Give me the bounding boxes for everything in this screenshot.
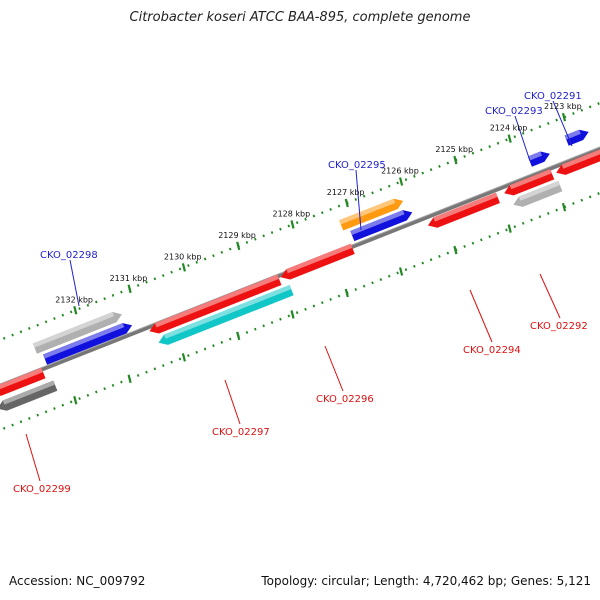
gene-cko-02299[interactable] xyxy=(0,380,58,411)
major-tick xyxy=(127,374,132,384)
gene-cko-02293-red[interactable] xyxy=(504,169,555,196)
gene-label[interactable]: CKO_02295 xyxy=(328,160,386,171)
major-tick xyxy=(236,241,241,251)
gene-cko-02294-red-bevel xyxy=(433,192,498,222)
major-tick xyxy=(561,202,567,212)
leader-line xyxy=(539,273,561,319)
major-tick xyxy=(453,245,458,255)
kbp-label: 2123 kbp xyxy=(544,102,582,111)
kbp-label: 2128 kbp xyxy=(273,209,311,218)
gene-cko-02297-red-bevel xyxy=(154,274,280,328)
upper-tick-line xyxy=(0,101,600,342)
kbp-label: 2125 kbp xyxy=(435,145,473,154)
leader-line xyxy=(69,259,80,307)
gene-cko-02299-red-bevel xyxy=(0,368,44,390)
gene-label[interactable]: CKO_02291 xyxy=(524,91,582,102)
kbp-label: 2126 kbp xyxy=(381,167,419,176)
gene-cko-02295-orange[interactable] xyxy=(339,198,404,231)
accession-text: Accession: NC_009792 xyxy=(9,574,146,588)
kbp-label: 2129 kbp xyxy=(218,231,256,240)
gene-cko-02293-bevel xyxy=(527,151,543,161)
leader-line xyxy=(324,345,344,392)
major-tick xyxy=(453,155,458,165)
leader-line xyxy=(224,379,241,425)
gene-label[interactable]: CKO_02293 xyxy=(485,106,543,117)
gene-label[interactable]: CKO_02292 xyxy=(530,321,588,332)
gene-layer[interactable] xyxy=(0,129,600,411)
major-tick xyxy=(290,310,295,319)
leader-line xyxy=(25,433,41,482)
tick-layer xyxy=(0,101,600,432)
gene-cko-02299-red[interactable] xyxy=(0,368,46,396)
gene-label[interactable]: CKO_02298 xyxy=(40,250,98,261)
kbp-label: 2131 kbp xyxy=(110,274,148,283)
gene-label[interactable]: CKO_02296 xyxy=(316,394,374,405)
label-leaders xyxy=(25,100,573,482)
kbp-label: 2132 kbp xyxy=(55,295,93,304)
gene-cko-02295[interactable] xyxy=(350,210,413,242)
leader-line xyxy=(469,289,493,343)
lower-tick-line xyxy=(0,191,600,432)
gene-cko-02297-bevel xyxy=(164,285,292,339)
kbp-labels: 2123 kbp 2124 kbp 2125 kbp 2126 kbp 2127 kbp… xyxy=(55,102,581,304)
major-tick xyxy=(399,267,404,276)
major-tick xyxy=(73,306,78,315)
gene-cko-02299-bevel xyxy=(2,380,55,405)
gene-cko-02295-bevel xyxy=(350,210,405,236)
gene-cko-02296-red[interactable] xyxy=(280,243,355,280)
major-tick xyxy=(236,331,241,341)
gene-cko-02292-red[interactable] xyxy=(556,149,600,175)
major-tick xyxy=(507,224,512,233)
kbp-label: 2130 kbp xyxy=(164,252,202,261)
genome-summary: Topology: circular; Length: 4,720,462 bp… xyxy=(261,574,591,588)
major-tick xyxy=(181,353,186,362)
gene-cko-02293-red-bevel xyxy=(509,169,552,190)
gene-cko-02293[interactable] xyxy=(527,151,550,167)
major-tick xyxy=(344,198,349,208)
major-tick xyxy=(127,284,132,294)
gene-cko-02295-body xyxy=(350,210,413,242)
gene-cko-02298-body xyxy=(43,323,133,365)
gene-cko-02295-orange-body xyxy=(339,198,404,231)
gene-cko-02298[interactable] xyxy=(43,323,133,365)
leader-line xyxy=(355,169,362,231)
gene-cko-02294-red[interactable] xyxy=(427,192,500,228)
gene-cko-02298-bevel xyxy=(43,323,125,359)
map-title: Citrobacter koseri ATCC BAA-895, complet… xyxy=(129,10,471,25)
leader-line xyxy=(514,115,531,162)
major-tick xyxy=(73,396,78,405)
lower-tick-line-dots xyxy=(0,191,600,432)
kbp-label: 2127 kbp xyxy=(327,188,365,197)
major-tick xyxy=(290,220,295,229)
gene-labels: CKO_02291 CKO_02293 CKO_02295 CKO_02298 CKO_… xyxy=(13,91,588,495)
upper-tick-line-dots xyxy=(0,101,600,342)
gene-cko-02296-red-bevel xyxy=(286,243,353,274)
major-tick xyxy=(399,177,404,186)
gene-cko-02298-light[interactable] xyxy=(32,312,122,354)
major-tick xyxy=(344,288,349,298)
gene-cko-02297[interactable] xyxy=(158,285,294,345)
kbp-label: 2124 kbp xyxy=(490,124,528,133)
gene-cko-02292-bevel xyxy=(518,181,560,201)
leader-line xyxy=(552,100,573,147)
major-tick xyxy=(561,112,567,122)
gene-cko-02298-light-bevel xyxy=(32,312,115,348)
gene-label[interactable]: CKO_02297 xyxy=(212,427,270,438)
gene-cko-02292-red-bevel xyxy=(561,149,600,169)
gene-label[interactable]: CKO_02294 xyxy=(463,345,521,356)
gene-cko-02297-red[interactable] xyxy=(149,274,282,334)
major-tick xyxy=(181,263,186,272)
gene-cko-02292[interactable] xyxy=(513,181,563,207)
gene-cko-02295-orange-bevel xyxy=(339,198,396,225)
gene-cko-02298-light-body xyxy=(32,312,122,354)
major-tick xyxy=(507,134,512,143)
gene-label[interactable]: CKO_02299 xyxy=(13,484,71,495)
